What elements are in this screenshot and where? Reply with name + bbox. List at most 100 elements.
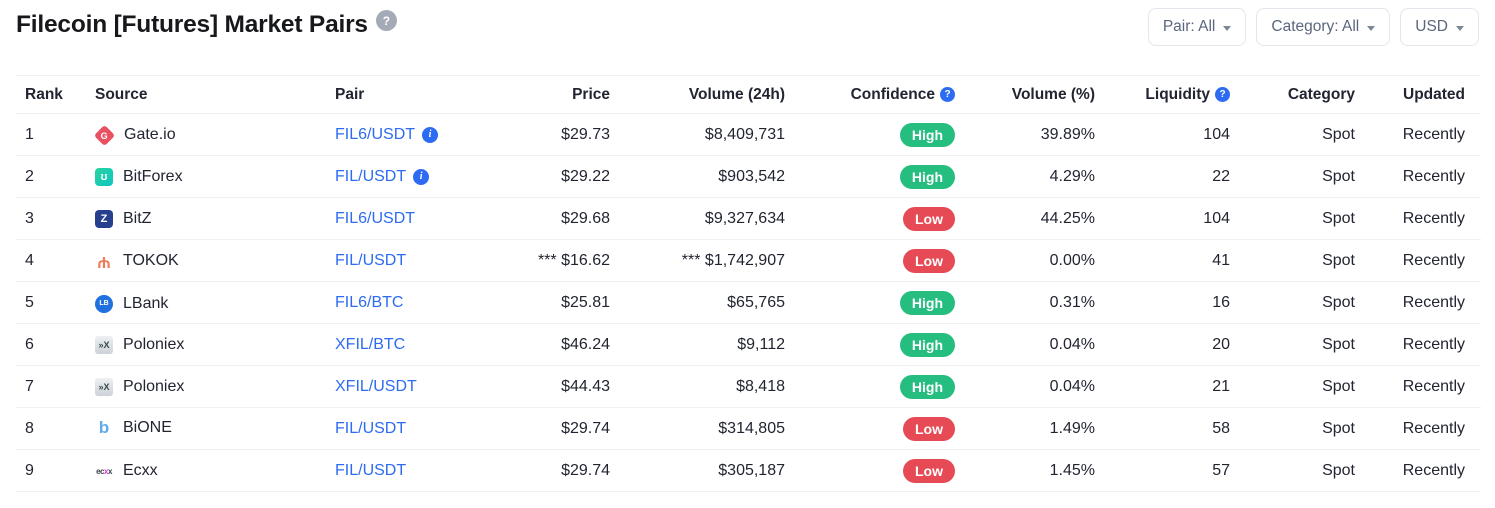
pair-link[interactable]: FIL6/USDT [335,209,416,227]
source-cell: ʊ BitForex [86,155,326,198]
lbank-logo-icon: LB [95,294,113,313]
exchange-name: BiONE [123,419,172,436]
pair-link[interactable]: FIL6/BTC [335,293,404,311]
price-cell: $29.22 [486,155,626,198]
rank-cell: 5 [16,281,86,324]
updated-cell: Recently [1371,155,1481,198]
ecxx-logo-icon: ec x x [96,466,112,476]
liquidity-help-icon[interactable]: ? [1215,87,1230,102]
pair-filter-dropdown[interactable]: Pair: All [1147,8,1247,46]
col-header-rank[interactable]: Rank [16,75,86,114]
topbar: Filecoin [Futures] Market Pairs ? Pair: … [16,0,1479,75]
volume24h-cell: $8,409,731 [626,113,801,156]
exchange-name: BitZ [123,210,152,227]
pair-cell: FIL6/USDT [326,197,486,240]
pair-link[interactable]: FIL6/USDT [335,125,416,143]
col-header-source[interactable]: Source [86,75,326,114]
liquidity-cell: 21 [1111,365,1246,408]
confidence-cell: High [801,155,971,198]
gateio-logo-icon: G [93,124,116,146]
exchange-name: LBank [123,294,169,312]
chevron-down-icon [1456,25,1464,31]
poloniex-logo-icon: »X [95,336,113,354]
source-cell: G Gate.io [86,113,326,156]
liquidity-cell: 16 [1111,281,1246,324]
source-cell: Ψ TOKOK [86,239,326,282]
source-cell: Z BitZ [86,197,326,240]
info-icon[interactable]: i [413,168,430,185]
updated-cell: Recently [1371,239,1481,282]
bione-logo-icon: b [98,418,110,437]
volume24h-cell: $65,765 [626,281,801,324]
confidence-help-icon[interactable]: ? [940,87,955,102]
rank-cell: 1 [16,113,86,156]
col-header-volume24h[interactable]: Volume (24h) [626,75,801,114]
confidence-cell: High [801,113,971,156]
pair-link[interactable]: FIL/USDT [335,251,407,269]
col-header-liquidity[interactable]: Liquidity ? [1111,75,1246,114]
exchange-link[interactable]: Ψ TOKOK [95,252,179,270]
category-cell: Spot [1246,365,1371,408]
rank-cell: 3 [16,197,86,240]
source-cell: LB LBank [86,281,326,324]
pair-link[interactable]: FIL/USDT [335,167,407,185]
confidence-badge: Low [903,458,955,483]
category-cell: Spot [1246,449,1371,492]
title-help-icon[interactable]: ? [375,10,397,31]
confidence-header-label: Confidence [850,85,935,103]
market-pairs-table: Rank Source Pair Price Volume (24h) Conf… [16,75,1481,492]
chevron-down-icon [1367,25,1376,31]
category-cell: Spot [1246,113,1371,156]
exchange-name: Ecxx [123,462,158,480]
exchange-link[interactable]: G Gate.io [93,124,176,146]
updated-cell: Recently [1371,323,1481,366]
exchange-name: Poloniex [123,336,185,353]
exchange-link[interactable]: Z BitZ [95,210,151,228]
exchange-link[interactable]: ʊ BitForex [95,168,183,186]
price-cell: $46.24 [486,323,626,366]
category-cell: Spot [1246,155,1371,198]
volume-pct-cell: 0.04% [971,323,1111,366]
rank-cell: 4 [16,239,86,282]
category-filter-dropdown[interactable]: Category: All [1256,8,1391,46]
col-header-price[interactable]: Price [486,75,626,114]
pair-link[interactable]: FIL/USDT [335,419,407,437]
exchange-link[interactable]: ec x x Ecxx [95,462,158,480]
currency-dropdown[interactable]: USD [1400,8,1479,46]
volume24h-cell: $305,187 [626,449,801,492]
exchange-link[interactable]: »X Poloniex [95,336,184,354]
exchange-link[interactable]: »X Poloniex [95,378,184,396]
rank-cell: 2 [16,155,86,198]
bitz-logo-icon: Z [95,210,113,228]
volume-pct-cell: 0.04% [971,365,1111,408]
col-header-category[interactable]: Category [1246,75,1371,114]
price-cell: $25.81 [486,281,626,324]
exchange-link[interactable]: LB LBank [95,294,169,313]
pair-link[interactable]: FIL/USDT [335,461,407,479]
pair-cell: FIL6/USDT i [326,113,486,156]
category-cell: Spot [1246,323,1371,366]
confidence-badge: Low [903,248,955,273]
info-icon[interactable]: i [422,126,439,143]
pair-filter-label: Pair: All [1162,18,1216,35]
col-header-updated[interactable]: Updated [1371,75,1481,114]
pair-link[interactable]: XFIL/USDT [335,377,417,395]
market-pairs-page: Filecoin [Futures] Market Pairs ? Pair: … [16,0,1481,492]
rank-cell: 7 [16,365,86,408]
confidence-badge: High [899,290,955,315]
volume-pct-cell: 39.89% [971,113,1111,156]
col-header-confidence[interactable]: Confidence ? [801,75,971,114]
col-header-pair[interactable]: Pair [326,75,486,114]
confidence-badge: High [899,374,955,399]
liquidity-cell: 41 [1111,239,1246,282]
pair-link[interactable]: XFIL/BTC [335,335,406,353]
updated-cell: Recently [1371,113,1481,156]
volume24h-cell: $903,542 [626,155,801,198]
filter-bar: Pair: All Category: All USD [1147,8,1479,46]
table-row: 4 Ψ TOKOK FIL/USDT *** $16.62 *** $1,742… [16,239,1481,282]
exchange-link[interactable]: b BiONE [95,418,172,437]
col-header-volume-pct[interactable]: Volume (%) [971,75,1111,114]
category-filter-label: Category: All [1271,18,1360,35]
category-cell: Spot [1246,407,1371,450]
pair-cell: FIL6/BTC [326,281,486,324]
